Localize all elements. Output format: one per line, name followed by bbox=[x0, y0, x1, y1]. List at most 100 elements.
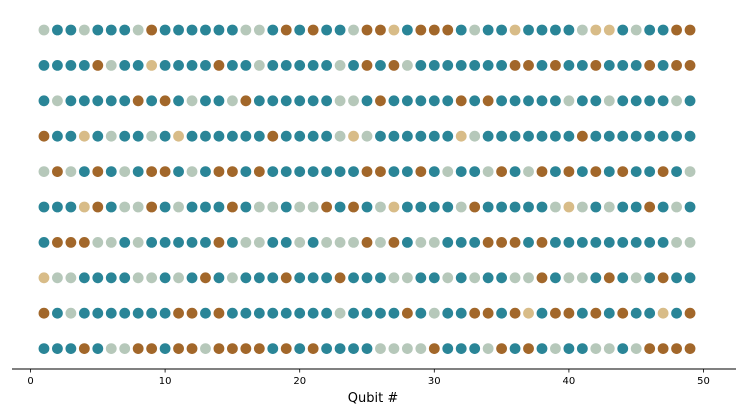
qubit-point bbox=[65, 307, 77, 319]
qubit-point bbox=[684, 95, 696, 107]
qubit-point bbox=[146, 130, 158, 142]
qubit-point bbox=[132, 95, 144, 107]
qubit-point bbox=[684, 60, 696, 71]
qubit-point bbox=[253, 130, 265, 142]
qubit-point bbox=[617, 201, 629, 213]
qubit-point bbox=[159, 24, 171, 36]
qubit-point bbox=[536, 272, 548, 284]
qubit-point bbox=[227, 237, 238, 248]
qubit-point bbox=[576, 237, 588, 248]
qubit-point bbox=[523, 307, 534, 319]
qubit-point bbox=[173, 166, 184, 178]
qubit-point bbox=[92, 201, 104, 213]
qubit-point bbox=[630, 201, 642, 213]
qubit-point bbox=[536, 237, 548, 248]
qubit-point bbox=[536, 343, 548, 354]
qubit-point bbox=[576, 60, 588, 71]
qubit-point bbox=[280, 130, 292, 142]
qubit-point bbox=[388, 95, 400, 107]
qubit-point bbox=[523, 166, 534, 178]
qubit-point bbox=[105, 24, 117, 36]
qubit-point bbox=[321, 201, 333, 213]
qubit-point bbox=[455, 24, 467, 36]
qubit-point bbox=[307, 272, 319, 284]
qubit-point bbox=[482, 343, 494, 354]
qubit-point bbox=[253, 307, 265, 319]
qubit-point bbox=[590, 60, 602, 71]
qubit-point bbox=[630, 24, 642, 36]
qubit-point bbox=[375, 237, 386, 248]
qubit-point bbox=[617, 95, 629, 107]
qubit-point bbox=[65, 166, 77, 178]
qubit-point bbox=[119, 201, 131, 213]
qubit-point bbox=[496, 307, 507, 319]
qubit-point bbox=[348, 343, 359, 354]
qubit-point bbox=[119, 130, 131, 142]
qubit-point bbox=[671, 237, 682, 248]
qubit-point bbox=[361, 307, 373, 319]
qubit-point bbox=[321, 166, 333, 178]
qubit-point bbox=[240, 237, 252, 248]
qubit-point bbox=[442, 166, 454, 178]
qubit-point bbox=[523, 60, 534, 71]
qubit-point bbox=[657, 130, 669, 142]
qubit-point bbox=[280, 307, 292, 319]
qubit-point bbox=[173, 272, 184, 284]
qubit-point bbox=[253, 201, 265, 213]
qubit-point bbox=[657, 95, 669, 107]
qubit-point bbox=[348, 166, 359, 178]
qubit-point bbox=[388, 237, 400, 248]
qubit-point bbox=[657, 272, 669, 284]
qubit-point bbox=[38, 272, 50, 284]
qubit-point bbox=[334, 307, 346, 319]
qubit-point bbox=[576, 307, 588, 319]
qubit-point bbox=[213, 307, 225, 319]
qubit-point bbox=[657, 60, 669, 71]
qubit-point bbox=[307, 201, 319, 213]
qubit-point bbox=[227, 201, 238, 213]
qubit-point bbox=[334, 95, 346, 107]
qubit-point bbox=[644, 60, 656, 71]
qubit-point bbox=[240, 60, 252, 71]
qubit-point bbox=[469, 60, 481, 71]
qubit-point bbox=[267, 201, 279, 213]
qubit-point bbox=[200, 130, 211, 142]
qubit-point bbox=[38, 60, 50, 71]
qubit-point bbox=[469, 272, 481, 284]
qubit-point bbox=[603, 307, 615, 319]
qubit-point bbox=[173, 307, 184, 319]
qubit-point bbox=[132, 130, 144, 142]
qubit-point bbox=[657, 343, 669, 354]
qubit-point bbox=[415, 237, 427, 248]
qubit-point bbox=[240, 201, 252, 213]
qubit-point bbox=[159, 95, 171, 107]
qubit-point bbox=[630, 343, 642, 354]
qubit-point bbox=[415, 307, 427, 319]
qubit-point bbox=[321, 237, 333, 248]
qubit-point bbox=[38, 201, 50, 213]
qubit-point bbox=[361, 95, 373, 107]
qubit-point bbox=[348, 272, 359, 284]
qubit-point bbox=[294, 130, 306, 142]
qubit-point bbox=[186, 307, 198, 319]
qubit-point bbox=[132, 272, 144, 284]
qubit-point bbox=[496, 166, 507, 178]
qubit-point bbox=[307, 24, 319, 36]
qubit-point bbox=[644, 130, 656, 142]
qubit-point bbox=[321, 130, 333, 142]
qubit-point bbox=[603, 272, 615, 284]
qubit-point bbox=[536, 307, 548, 319]
qubit-point bbox=[159, 307, 171, 319]
qubit-point bbox=[428, 24, 440, 36]
qubit-point bbox=[630, 60, 642, 71]
qubit-point bbox=[348, 130, 359, 142]
qubit-point bbox=[375, 166, 386, 178]
qubit-point bbox=[240, 343, 252, 354]
qubit-point bbox=[186, 95, 198, 107]
qubit-point bbox=[496, 95, 507, 107]
qubit-point bbox=[186, 60, 198, 71]
qubit-point bbox=[119, 95, 131, 107]
qubit-point bbox=[671, 343, 682, 354]
qubit-point bbox=[684, 201, 696, 213]
qubit-point bbox=[401, 95, 413, 107]
